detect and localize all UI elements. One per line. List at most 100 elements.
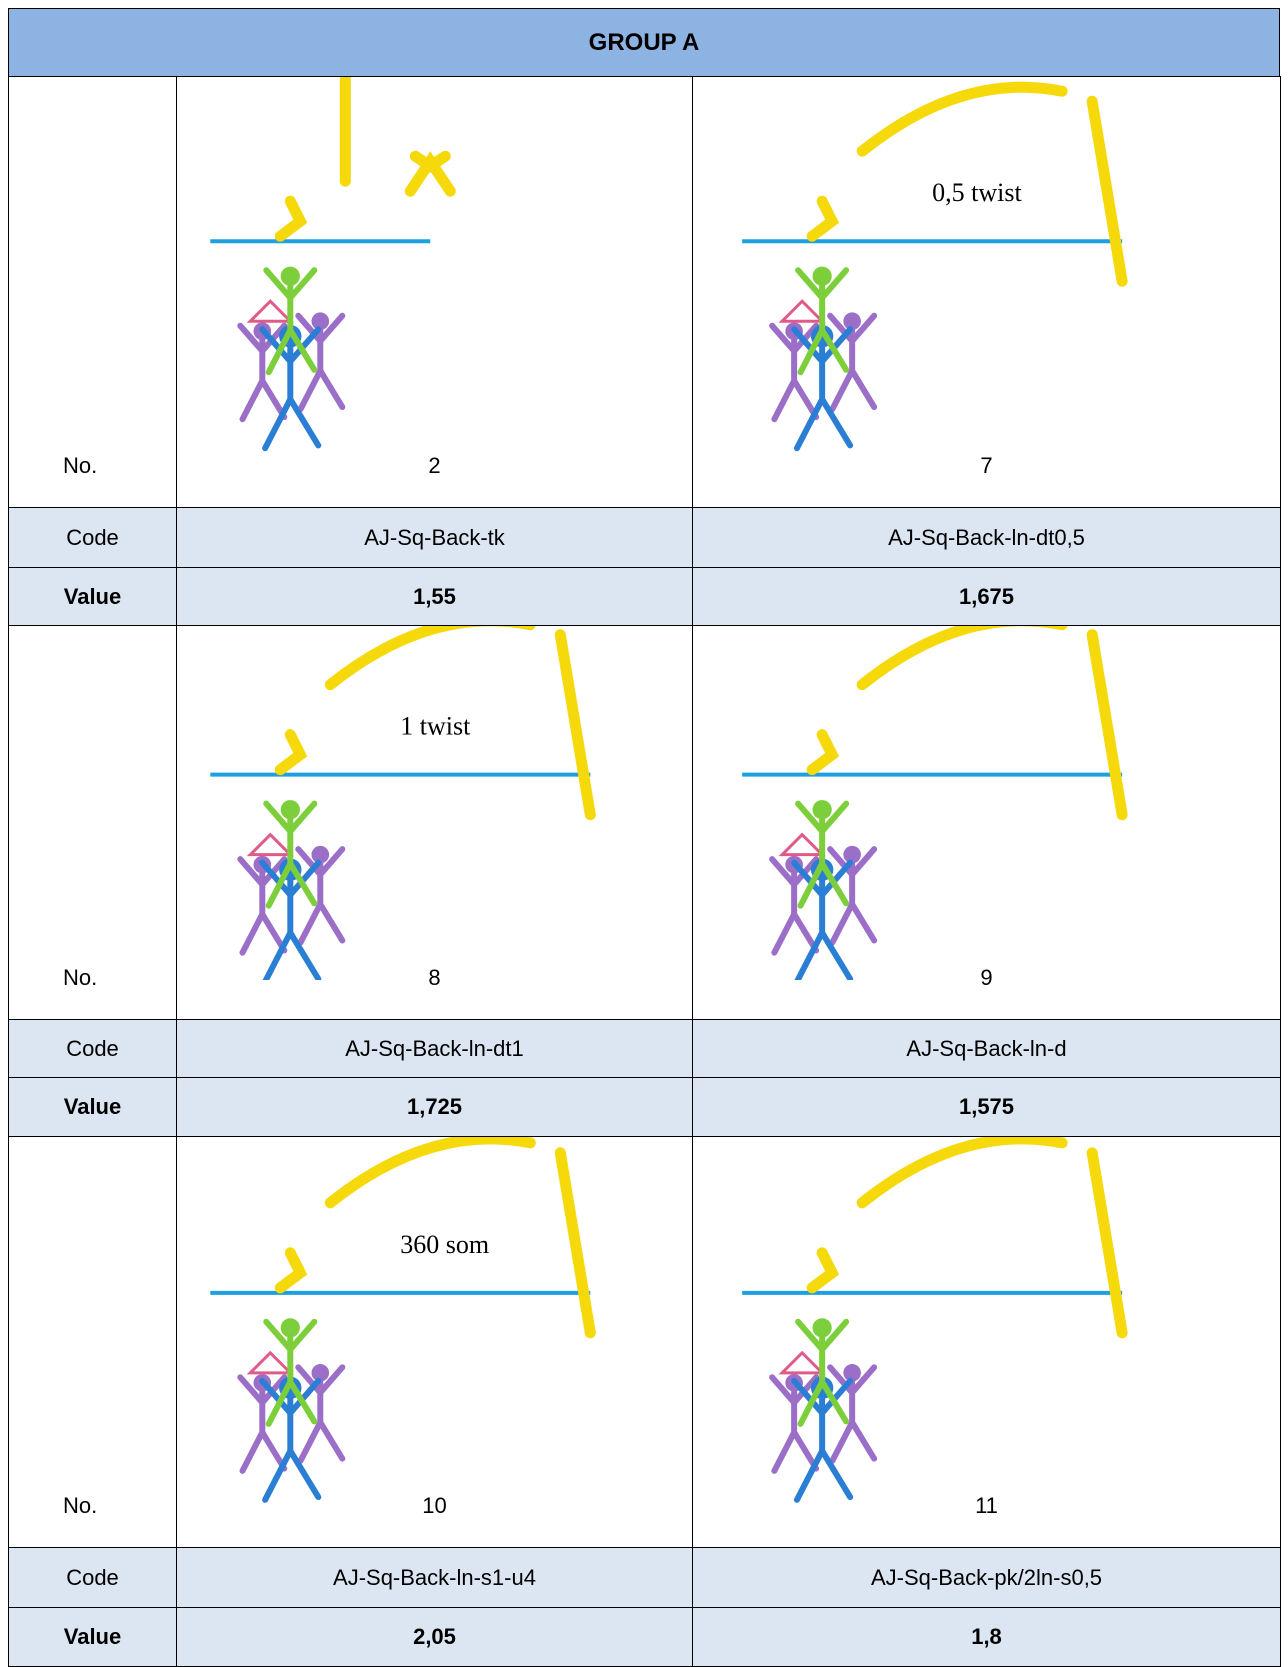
limbs [769, 322, 820, 423]
head [280, 266, 300, 286]
limbs [237, 322, 288, 423]
figure-cell: 2 [176, 76, 693, 508]
figure [263, 800, 318, 909]
spotter [246, 299, 294, 323]
head [311, 312, 330, 331]
figure-cell-text: 9 [980, 965, 993, 990]
code-text: AJ-Sq-Back-ln-dt0,5 [888, 524, 1085, 550]
head [311, 1364, 330, 1382]
limbs [795, 267, 850, 376]
figure [769, 322, 820, 423]
code-text: AJ-Sq-Back-ln-s1-u4 [333, 1564, 536, 1590]
value: 1,725 [176, 1077, 693, 1137]
figure [295, 845, 346, 946]
limbs [259, 326, 322, 452]
flyer-arc [324, 1137, 536, 1209]
head [843, 845, 861, 864]
code: AJ-Sq-Back-ln-dt1 [176, 1019, 693, 1078]
figure [795, 800, 850, 909]
figure [769, 855, 820, 956]
value: 1,675 [692, 567, 1281, 626]
head [843, 312, 861, 331]
no-label: No. [8, 625, 177, 1020]
figure-cell: 10 360 som [176, 1136, 693, 1548]
spotter [778, 832, 826, 857]
illustration [210, 77, 456, 452]
figure-cell-text: 11 [975, 1493, 998, 1518]
value-text: 1,675 [958, 583, 1015, 609]
flyer-down [1086, 1147, 1128, 1339]
illustration [742, 626, 1128, 980]
value-text: 1,55 [413, 583, 456, 609]
header-text: GROUP A [588, 28, 700, 56]
value-text: 1,8 [971, 1624, 1002, 1649]
code: AJ-Sq-Back-pk/2ln-s0,5 [692, 1547, 1281, 1608]
flyer-squat [806, 1247, 840, 1294]
flyer-squat [274, 195, 308, 242]
figure [769, 1374, 820, 1474]
flyer-arc [856, 1137, 1068, 1209]
header: GROUP A [8, 8, 1280, 77]
value: 1,575 [692, 1077, 1281, 1137]
code-label-text: Code [66, 524, 119, 550]
flyer-down [1086, 629, 1128, 821]
no-label: No. [8, 1136, 177, 1548]
figure [295, 1364, 346, 1464]
value-label: Value [8, 567, 177, 626]
illustration: 360 som [210, 1137, 596, 1503]
figure [295, 312, 346, 413]
figure [795, 1318, 850, 1427]
illustration [742, 1137, 1128, 1503]
value-text: 2,05 [413, 1624, 456, 1649]
spotter [246, 832, 294, 857]
head [280, 800, 300, 820]
flyer-squat [274, 1247, 308, 1294]
spotter [778, 1350, 826, 1375]
no-label: No. [8, 76, 177, 508]
code: AJ-Sq-Back-tk [176, 507, 693, 568]
limbs [295, 846, 346, 946]
no-label-text: No. [63, 965, 98, 990]
head [812, 1318, 832, 1338]
figure [827, 312, 878, 413]
code-label: Code [8, 1547, 177, 1608]
value: 1,55 [176, 567, 693, 626]
limbs [237, 1374, 288, 1474]
flyer-squat [806, 195, 840, 242]
limbs [259, 1377, 322, 1503]
code-label: Code [8, 1019, 177, 1078]
figure-cell-text: 7 [980, 453, 993, 478]
value: 1,8 [692, 1607, 1281, 1667]
limbs [795, 800, 850, 909]
limbs [791, 859, 854, 980]
illustration: 0,5 twist [742, 81, 1128, 452]
code-text: AJ-Sq-Back-ln-d [906, 1035, 1067, 1061]
figure [795, 266, 850, 376]
flyer-arc [324, 626, 536, 691]
value-label: Value [8, 1607, 177, 1667]
code-label-text: Code [66, 1035, 119, 1061]
limbs [827, 846, 878, 946]
no-label-text: No. [63, 453, 98, 478]
head [812, 800, 832, 820]
value: 2,05 [176, 1607, 693, 1667]
annotation: 1 twist [400, 712, 471, 741]
figure-cell-text: 8 [428, 965, 441, 990]
limbs [827, 312, 878, 413]
code-label-text: Code [66, 1564, 119, 1590]
illustration: 1 twist [210, 626, 596, 980]
spotter [246, 1350, 294, 1375]
limbs [769, 856, 820, 956]
head [280, 1318, 300, 1338]
figure [827, 1364, 878, 1464]
flyer-arc [856, 81, 1068, 157]
figure [237, 1374, 288, 1474]
figure-cell: 11 [692, 1136, 1281, 1548]
code: AJ-Sq-Back-ln-d [692, 1019, 1281, 1078]
limbs [295, 312, 346, 413]
head [311, 845, 330, 864]
figure [237, 855, 288, 956]
figure-cell: 8 1 twist [176, 625, 693, 1020]
head [843, 1364, 861, 1382]
